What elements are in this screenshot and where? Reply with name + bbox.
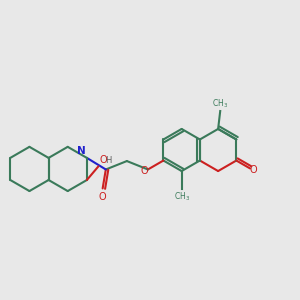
- Text: H: H: [105, 156, 112, 165]
- Text: O: O: [249, 165, 257, 175]
- Text: CH$_3$: CH$_3$: [174, 190, 190, 203]
- Text: N: N: [76, 146, 85, 156]
- Text: CH$_3$: CH$_3$: [212, 97, 228, 110]
- Text: O: O: [141, 167, 148, 176]
- Text: O: O: [99, 155, 107, 165]
- Text: O: O: [99, 191, 106, 202]
